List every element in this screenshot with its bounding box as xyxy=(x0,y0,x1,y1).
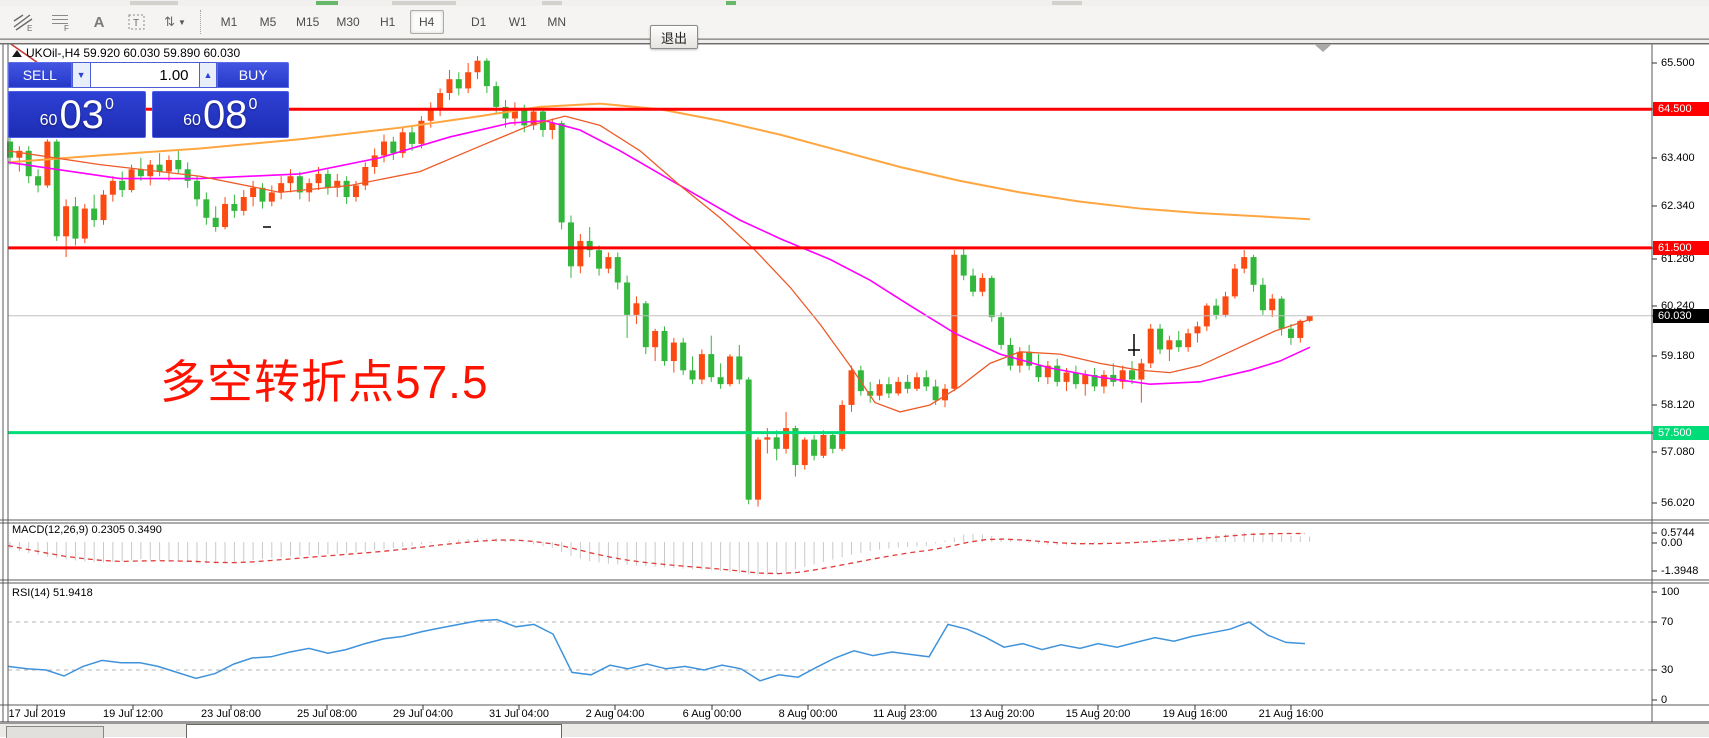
toolbar-fragment xyxy=(542,1,562,5)
buy-price-pip: 0 xyxy=(248,95,258,113)
price-axis-label: 59.180 xyxy=(1661,350,1695,362)
toolbar-chart-divider xyxy=(0,39,1709,44)
price-tag-61.500: 61.500 xyxy=(1653,241,1709,255)
time-axis-label: 25 Jul 08:00 xyxy=(297,708,357,720)
one-click-trading-panel: SELL ▼ ▲ BUY 60 03 0 60 08 0 xyxy=(8,62,289,138)
price-tag-64.500: 64.500 xyxy=(1653,102,1709,116)
chart-tabs-strip xyxy=(0,723,1709,738)
timeframe-mn-button[interactable]: MN xyxy=(547,15,567,29)
macd-axis-label: 0.00 xyxy=(1661,537,1683,549)
toolbar-fragment xyxy=(726,1,736,5)
grid-f-icon[interactable]: F xyxy=(48,10,74,34)
toolbar-fragment xyxy=(130,1,178,5)
textbox-t-icon[interactable]: T xyxy=(124,10,150,34)
time-axis-label: 8 Aug 00:00 xyxy=(778,708,838,720)
price-axis-label: 63.400 xyxy=(1661,152,1695,164)
timeframe-m5-button[interactable]: M5 xyxy=(259,15,277,29)
timeframe-h1-button[interactable]: H1 xyxy=(380,15,396,29)
svg-text:T: T xyxy=(133,18,139,29)
price-tag-57.500: 57.500 xyxy=(1653,426,1709,440)
sell-button[interactable]: SELL xyxy=(8,62,72,88)
rsi-axis-label: 70 xyxy=(1661,616,1674,628)
buy-price-main: 08 xyxy=(202,92,248,137)
timeframe-buttons: M1 M5 M15 M30 H1 H4 D1 W1 MN xyxy=(212,10,574,34)
price-axis-label: 56.020 xyxy=(1661,497,1695,509)
time-axis-label: 19 Jul 12:00 xyxy=(103,708,163,720)
toolbar-fragment xyxy=(1052,1,1082,5)
toolbar-fragment xyxy=(392,1,456,5)
toolbar-fragment xyxy=(316,1,338,5)
price-axis-label: 58.120 xyxy=(1661,399,1695,411)
time-axis-label: 19 Aug 16:00 xyxy=(1162,708,1228,720)
rsi-axis-label: 100 xyxy=(1661,586,1680,598)
symbol-ohlc-text: UKOil-,H4 59.920 60.030 59.890 60.030 xyxy=(26,46,241,60)
timeframe-m15-button[interactable]: M15 xyxy=(296,15,320,29)
time-axis-label: 31 Jul 04:00 xyxy=(489,708,549,720)
time-axis-label: 29 Jul 04:00 xyxy=(393,708,453,720)
volume-down-button[interactable]: ▼ xyxy=(71,62,91,88)
sell-price-box[interactable]: 60 03 0 xyxy=(8,91,146,138)
chart-shift-marker[interactable] xyxy=(1314,44,1332,52)
sell-price-prefix: 60 xyxy=(39,111,58,129)
chart-tab-active[interactable] xyxy=(186,724,562,738)
price-tag-60.030: 60.030 xyxy=(1653,309,1709,323)
exit-button[interactable]: 退出 xyxy=(650,25,698,49)
price-axis-label: 57.080 xyxy=(1661,446,1695,458)
volume-input[interactable] xyxy=(90,62,199,88)
trendline-e-icon[interactable]: E xyxy=(10,10,36,34)
price-axis-label: 61.280 xyxy=(1661,253,1695,265)
time-axis-label: 6 Aug 00:00 xyxy=(682,708,742,720)
time-axis-label: 13 Aug 20:00 xyxy=(969,708,1035,720)
time-axis-label: 21 Aug 16:00 xyxy=(1258,708,1324,720)
sell-price-pip: 0 xyxy=(104,95,114,113)
volume-up-button[interactable]: ▲ xyxy=(198,62,218,88)
svg-text:E: E xyxy=(27,24,32,32)
rsi-axis-label: 30 xyxy=(1661,664,1674,676)
timeframe-h4-button[interactable]: H4 xyxy=(409,10,444,34)
timeframe-m1-button[interactable]: M1 xyxy=(220,15,238,29)
time-axis-label: 15 Aug 20:00 xyxy=(1065,708,1131,720)
svg-text:F: F xyxy=(64,24,69,32)
sell-price-main: 03 xyxy=(59,92,104,137)
macd-axis-label: -1.3948 xyxy=(1661,565,1699,577)
timeframe-m30-button[interactable]: M30 xyxy=(336,15,360,29)
chart-text-annotation: 多空转折点57.5 xyxy=(160,356,489,408)
time-axis-label: 11 Aug 23:00 xyxy=(872,708,938,720)
timeframe-w1-button[interactable]: W1 xyxy=(508,15,527,29)
rsi-label: RSI(14) 51.9418 xyxy=(12,587,93,599)
drawing-tools-group: E F A T ⇅ ▼ xyxy=(0,10,188,34)
chart-tab[interactable] xyxy=(6,726,104,738)
price-axis-label: 65.500 xyxy=(1661,57,1695,69)
time-axis-label: 17 Jul 2019 xyxy=(8,708,66,720)
window-top-strip xyxy=(0,0,1709,6)
buy-price-box[interactable]: 60 08 0 xyxy=(151,91,289,138)
main-toolbar: E F A T ⇅ ▼ M1 M5 M15 M30 H1 H4 D1 W1 MN xyxy=(0,6,1709,39)
toolbar-separator xyxy=(200,10,202,34)
time-axis-label: 2 Aug 04:00 xyxy=(585,708,645,720)
symbol-info-line: UKOil-,H4 59.920 60.030 59.890 60.030 xyxy=(12,46,240,60)
timeframe-d1-button[interactable]: D1 xyxy=(471,15,487,29)
objects-arrows-icon[interactable]: ⇅ ▼ xyxy=(164,14,186,29)
buy-price-prefix: 60 xyxy=(183,111,201,129)
text-a-icon[interactable]: A xyxy=(93,13,105,31)
price-axis-label: 62.340 xyxy=(1661,200,1695,212)
macd-axis-label: 0.5744 xyxy=(1661,527,1695,539)
macd-label: MACD(12,26,9) 0.2305 0.3490 xyxy=(12,524,162,536)
rsi-axis-label: 0 xyxy=(1661,694,1668,706)
collapse-triangle-icon[interactable] xyxy=(12,49,22,57)
buy-button[interactable]: BUY xyxy=(217,62,289,88)
time-axis-label: 23 Jul 08:00 xyxy=(201,708,261,720)
